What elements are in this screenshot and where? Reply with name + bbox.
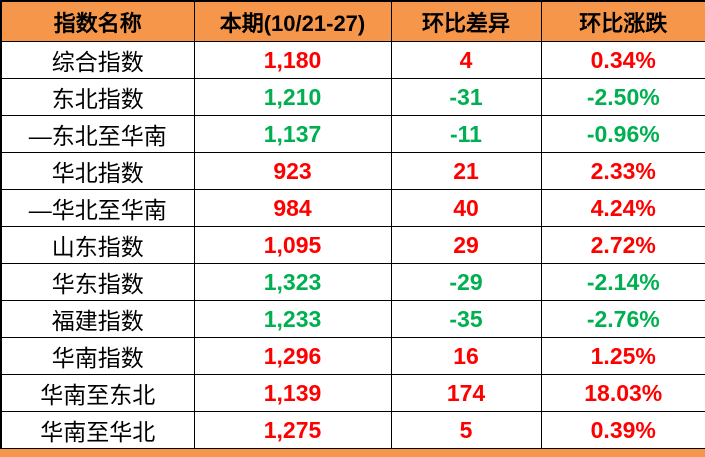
current-value-cell: 1,296 [193, 337, 392, 375]
wow-change-cell: -2.50% [540, 78, 705, 116]
table-row: 华东指数 1,323 -29 -2.14% [0, 263, 705, 301]
wow-diff-cell: 5 [390, 411, 542, 450]
header-wow-difference: 环比差异 [390, 0, 542, 42]
table-row: 综合指数 1,180 4 0.34% [0, 41, 705, 79]
wow-diff-cell: -11 [390, 115, 542, 153]
current-value-cell: 1,180 [193, 41, 392, 79]
wow-diff-cell: 21 [390, 152, 542, 190]
index-name-cell: 福建指数 [0, 300, 195, 338]
current-value-cell: 1,323 [193, 263, 392, 301]
wow-change-cell: 4.24% [540, 189, 705, 227]
bottom-orange-strip [0, 448, 705, 457]
table-row: 华南至东北 1,139 174 18.03% [0, 374, 705, 412]
index-name-cell: —东北至华南 [0, 115, 195, 153]
wow-diff-cell: 40 [390, 189, 542, 227]
table-row: 东北指数 1,210 -31 -2.50% [0, 78, 705, 116]
wow-change-cell: 0.39% [540, 411, 705, 450]
current-value-cell: 1,233 [193, 300, 392, 338]
header-index-name: 指数名称 [0, 0, 195, 42]
index-name-cell: 华南至华北 [0, 411, 195, 450]
wow-change-cell: 0.34% [540, 41, 705, 79]
wow-diff-cell: 4 [390, 41, 542, 79]
current-value-cell: 923 [193, 152, 392, 190]
current-value-cell: 984 [193, 189, 392, 227]
index-name-cell: —华北至华南 [0, 189, 195, 227]
current-value-cell: 1,095 [193, 226, 392, 264]
current-value-cell: 1,275 [193, 411, 392, 450]
current-value-cell: 1,139 [193, 374, 392, 412]
header-wow-change: 环比涨跌 [540, 0, 705, 42]
table-row: 山东指数 1,095 29 2.72% [0, 226, 705, 264]
wow-change-cell: 2.33% [540, 152, 705, 190]
index-name-cell: 东北指数 [0, 78, 195, 116]
wow-diff-cell: 16 [390, 337, 542, 375]
wow-diff-cell: 29 [390, 226, 542, 264]
current-value-cell: 1,137 [193, 115, 392, 153]
table-row: 华南至华北 1,275 5 0.39% [0, 411, 705, 450]
table-row: —东北至华南 1,137 -11 -0.96% [0, 115, 705, 153]
table-row: 华南指数 1,296 16 1.25% [0, 337, 705, 375]
index-name-cell: 华东指数 [0, 263, 195, 301]
table-header: 指数名称 本期(10/21-27) 环比差异 环比涨跌 [0, 0, 705, 42]
table-row: 福建指数 1,233 -35 -2.76% [0, 300, 705, 338]
index-name-cell: 华南指数 [0, 337, 195, 375]
wow-diff-cell: -31 [390, 78, 542, 116]
table-row: —华北至华南 984 40 4.24% [0, 189, 705, 227]
current-value-cell: 1,210 [193, 78, 392, 116]
index-name-cell: 山东指数 [0, 226, 195, 264]
index-name-cell: 综合指数 [0, 41, 195, 79]
wow-change-cell: -0.96% [540, 115, 705, 153]
wow-diff-cell: -35 [390, 300, 542, 338]
wow-diff-cell: 174 [390, 374, 542, 412]
wow-change-cell: 1.25% [540, 337, 705, 375]
index-name-cell: 华北指数 [0, 152, 195, 190]
wow-change-cell: 2.72% [540, 226, 705, 264]
index-name-cell: 华南至东北 [0, 374, 195, 412]
wow-diff-cell: -29 [390, 263, 542, 301]
header-row: 指数名称 本期(10/21-27) 环比差异 环比涨跌 [0, 0, 705, 42]
wow-change-cell: -2.76% [540, 300, 705, 338]
wow-change-cell: -2.14% [540, 263, 705, 301]
wow-change-cell: 18.03% [540, 374, 705, 412]
table-body: 综合指数 1,180 4 0.34% 东北指数 1,210 -31 -2.50% —东北至华南 1… [0, 41, 705, 450]
table-row: 华北指数 923 21 2.33% [0, 152, 705, 190]
header-current-period: 本期(10/21-27) [193, 0, 392, 42]
